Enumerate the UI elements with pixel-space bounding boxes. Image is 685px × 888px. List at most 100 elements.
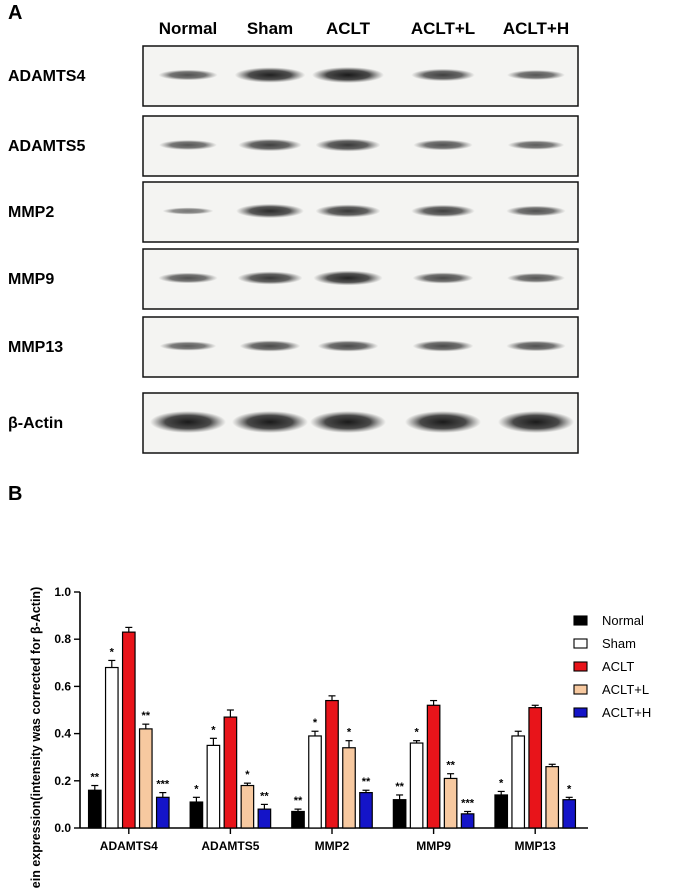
lane-label: ACLT+L [411,19,475,38]
blot-band [507,140,565,150]
bar [257,808,272,829]
bar [426,704,441,829]
bar [460,813,475,829]
panel-a-letter: A [8,2,23,24]
legend-swatch [573,638,588,649]
legend-swatch [573,661,588,672]
legend-label: Normal [602,613,644,628]
blot-band [158,69,218,81]
significance-label: *** [461,797,475,809]
significance-label: * [194,783,199,795]
lane-label: Sham [247,19,293,38]
significance-label: ** [395,781,404,793]
bar [528,707,543,829]
blot-label: β-Actin [8,415,63,432]
blot-band [232,411,308,433]
blot-band [312,67,384,83]
blot-band [162,207,214,215]
y-tick-label: 0.4 [54,727,71,741]
bar [155,796,170,829]
blot-band [159,341,217,351]
significance-label: * [110,646,115,658]
bar [308,735,322,829]
blot-band [412,340,474,352]
y-tick-label: 0.2 [54,774,71,788]
blot-band [315,204,381,218]
bar [494,794,509,829]
bar [87,789,102,829]
bar [511,735,526,829]
blot-band [315,138,381,152]
y-axis-title: Protein expression(intensity was correct… [29,587,43,888]
y-tick-label: 0.6 [54,679,71,693]
bar [562,799,577,829]
blot-band [310,411,386,433]
bar [545,766,560,829]
bar [240,784,255,829]
y-tick-label: 0.8 [54,632,71,646]
bar [359,792,373,829]
bar [104,666,119,829]
significance-label: * [313,717,318,729]
blot-label: MMP2 [8,204,54,221]
bar [392,799,407,829]
significance-label: ** [294,795,303,807]
significance-label: ** [142,710,151,722]
blot-band [238,138,302,152]
bar [443,777,458,829]
significance-label: * [245,769,250,781]
significance-label: * [414,727,419,739]
bar [325,699,339,829]
legend-label: Sham [602,636,636,651]
x-tick-label: ADAMTS5 [201,839,259,853]
western-blot-panel: Normal Sham ACLT ACLT+L ACLT+H ADAMTS4 ADAMTS5… [8,19,579,454]
bar [206,744,221,829]
x-tick-label: MMP13 [515,839,557,853]
significance-label: ** [91,772,100,784]
legend-swatch [573,684,588,695]
blot-band [234,67,306,83]
blot-label: MMP13 [8,339,63,356]
blot-band [158,272,218,284]
x-tick-label: ADAMTS4 [100,839,158,853]
significance-label: ** [260,790,269,802]
bar [291,810,305,829]
blot-band [498,411,574,433]
significance-label: ** [362,776,371,788]
significance-label: * [567,783,572,795]
significance-label: *** [156,779,170,791]
legend-swatch [573,707,588,718]
bar [121,631,136,829]
blot-band [411,68,475,82]
blot-band [313,270,383,286]
bar [409,742,424,829]
blot-band [413,139,473,151]
significance-label: * [211,724,216,736]
blot-band [237,271,303,285]
blot-band [239,340,301,352]
x-tick-label: MMP9 [416,839,451,853]
legend-label: ACLT+H [602,705,651,720]
blot-band [405,411,481,433]
blot-label: ADAMTS4 [8,68,85,85]
bar [189,801,204,829]
protein-expression-chart: 0.0 0.2 0.4 0.6 0.8 1.0 Protein expression(int… [29,585,651,888]
blot-label: ADAMTS5 [8,138,85,155]
blot-band [317,340,379,352]
y-tick-label: 0.0 [54,821,71,835]
legend-swatch [573,615,588,626]
bar [342,747,356,829]
lane-label: Normal [159,19,218,38]
lane-label: ACLT+H [503,19,569,38]
significance-label: * [499,777,504,789]
blot-band [150,411,226,433]
blot-band [506,340,566,352]
bar [223,716,238,829]
y-tick-label: 1.0 [54,585,71,599]
blot-band [236,203,304,219]
legend-label: ACLT+L [602,682,649,697]
blot-band [412,272,474,284]
bar [138,728,153,829]
significance-label: ** [446,760,455,772]
significance-label: * [347,727,352,739]
